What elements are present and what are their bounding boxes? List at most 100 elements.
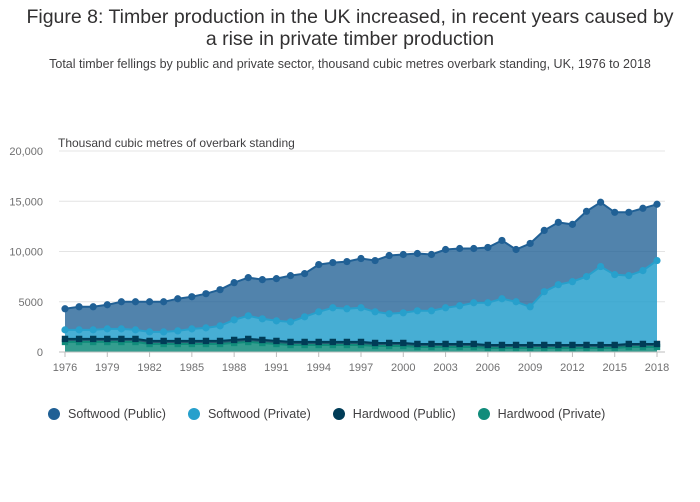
marker-softwood-public[interactable] <box>145 298 154 306</box>
marker-softwood-private[interactable] <box>427 307 436 315</box>
marker-softwood-private[interactable] <box>188 325 196 333</box>
marker-softwood-private[interactable] <box>611 271 619 279</box>
marker-softwood-public[interactable] <box>230 279 238 287</box>
marker-softwood-public[interactable] <box>582 207 591 215</box>
marker-hardwood-public[interactable] <box>611 341 618 349</box>
marker-softwood-private[interactable] <box>625 272 633 280</box>
marker-hardwood-public[interactable] <box>89 335 97 343</box>
legend-item-softwood-private[interactable]: Softwood (Private) <box>187 407 311 421</box>
marker-softwood-private[interactable] <box>117 325 125 333</box>
marker-hardwood-public[interactable] <box>470 340 477 348</box>
marker-softwood-private[interactable] <box>329 304 337 312</box>
marker-softwood-private[interactable] <box>343 305 351 313</box>
marker-hardwood-public[interactable] <box>202 337 210 345</box>
legend-item-hardwood-private[interactable]: Hardwood (Private) <box>477 407 605 421</box>
marker-hardwood-public[interactable] <box>273 337 280 345</box>
marker-softwood-private[interactable] <box>286 318 295 326</box>
marker-softwood-private[interactable] <box>582 273 591 281</box>
marker-softwood-public[interactable] <box>258 276 266 284</box>
marker-hardwood-public[interactable] <box>329 338 337 346</box>
marker-hardwood-public[interactable] <box>456 340 463 348</box>
marker-softwood-public[interactable] <box>89 303 97 311</box>
marker-softwood-public[interactable] <box>371 256 379 265</box>
marker-softwood-private[interactable] <box>653 256 661 265</box>
marker-softwood-public[interactable] <box>597 198 605 206</box>
marker-hardwood-public[interactable] <box>442 340 449 348</box>
legend-item-hardwood-public[interactable]: Hardwood (Public) <box>332 407 456 421</box>
marker-hardwood-public[interactable] <box>625 340 633 348</box>
marker-hardwood-public[interactable] <box>75 335 83 343</box>
marker-softwood-public[interactable] <box>639 204 647 212</box>
marker-softwood-public[interactable] <box>244 274 252 282</box>
marker-softwood-public[interactable] <box>188 293 196 301</box>
marker-hardwood-public[interactable] <box>371 339 379 347</box>
marker-softwood-private[interactable] <box>399 309 407 317</box>
marker-softwood-private[interactable] <box>512 298 520 306</box>
marker-softwood-public[interactable] <box>174 295 182 303</box>
marker-hardwood-public[interactable] <box>343 338 351 346</box>
marker-hardwood-public[interactable] <box>653 340 661 348</box>
marker-hardwood-public[interactable] <box>555 341 562 349</box>
marker-softwood-public[interactable] <box>653 200 661 208</box>
marker-hardwood-public[interactable] <box>104 335 111 343</box>
marker-softwood-public[interactable] <box>343 257 351 266</box>
marker-softwood-private[interactable] <box>131 326 140 334</box>
marker-hardwood-public[interactable] <box>526 341 534 349</box>
marker-softwood-private[interactable] <box>498 295 506 303</box>
marker-hardwood-public[interactable] <box>385 339 393 347</box>
marker-softwood-private[interactable] <box>61 326 69 334</box>
marker-softwood-private[interactable] <box>202 324 210 332</box>
marker-softwood-public[interactable] <box>357 254 365 263</box>
marker-softwood-public[interactable] <box>568 220 577 228</box>
marker-hardwood-public[interactable] <box>160 337 167 345</box>
marker-softwood-public[interactable] <box>75 303 83 311</box>
marker-softwood-public[interactable] <box>61 305 69 313</box>
marker-softwood-private[interactable] <box>244 312 252 320</box>
marker-softwood-private[interactable] <box>75 326 83 334</box>
marker-softwood-private[interactable] <box>371 308 379 316</box>
marker-softwood-public[interactable] <box>272 275 281 283</box>
marker-softwood-public[interactable] <box>554 218 562 226</box>
marker-softwood-public[interactable] <box>456 244 464 253</box>
marker-hardwood-public[interactable] <box>414 340 421 348</box>
marker-softwood-public[interactable] <box>611 208 619 216</box>
marker-softwood-private[interactable] <box>160 328 168 336</box>
marker-softwood-private[interactable] <box>272 317 281 325</box>
marker-softwood-public[interactable] <box>103 301 111 309</box>
marker-hardwood-public[interactable] <box>132 335 139 343</box>
marker-softwood-public[interactable] <box>385 251 393 260</box>
marker-softwood-public[interactable] <box>484 243 492 252</box>
marker-hardwood-public[interactable] <box>259 336 266 344</box>
marker-softwood-private[interactable] <box>456 302 464 310</box>
marker-softwood-private[interactable] <box>484 299 492 307</box>
marker-softwood-private[interactable] <box>357 304 365 312</box>
marker-softwood-private[interactable] <box>554 281 562 289</box>
marker-hardwood-public[interactable] <box>118 335 125 343</box>
marker-hardwood-public[interactable] <box>174 337 181 345</box>
marker-hardwood-public[interactable] <box>216 337 224 345</box>
marker-hardwood-public[interactable] <box>146 337 153 345</box>
marker-hardwood-public[interactable] <box>484 341 492 349</box>
marker-hardwood-public[interactable] <box>61 335 69 343</box>
marker-hardwood-public[interactable] <box>245 335 252 343</box>
marker-softwood-public[interactable] <box>202 290 210 298</box>
marker-hardwood-public[interactable] <box>498 341 506 349</box>
marker-softwood-public[interactable] <box>160 298 168 306</box>
marker-softwood-public[interactable] <box>315 260 323 269</box>
marker-softwood-public[interactable] <box>427 250 436 259</box>
marker-softwood-private[interactable] <box>216 322 224 330</box>
marker-softwood-private[interactable] <box>145 328 154 336</box>
marker-softwood-public[interactable] <box>301 270 309 278</box>
marker-softwood-public[interactable] <box>413 249 421 258</box>
marker-softwood-public[interactable] <box>329 258 337 267</box>
marker-softwood-private[interactable] <box>174 327 182 335</box>
marker-softwood-public[interactable] <box>526 239 534 248</box>
marker-hardwood-public[interactable] <box>301 338 308 346</box>
marker-hardwood-public[interactable] <box>541 341 548 349</box>
marker-softwood-private[interactable] <box>413 307 421 315</box>
marker-softwood-public[interactable] <box>512 245 520 254</box>
marker-hardwood-public[interactable] <box>597 341 604 349</box>
marker-softwood-public[interactable] <box>498 236 506 245</box>
marker-softwood-private[interactable] <box>441 304 450 312</box>
marker-softwood-private[interactable] <box>526 303 534 311</box>
